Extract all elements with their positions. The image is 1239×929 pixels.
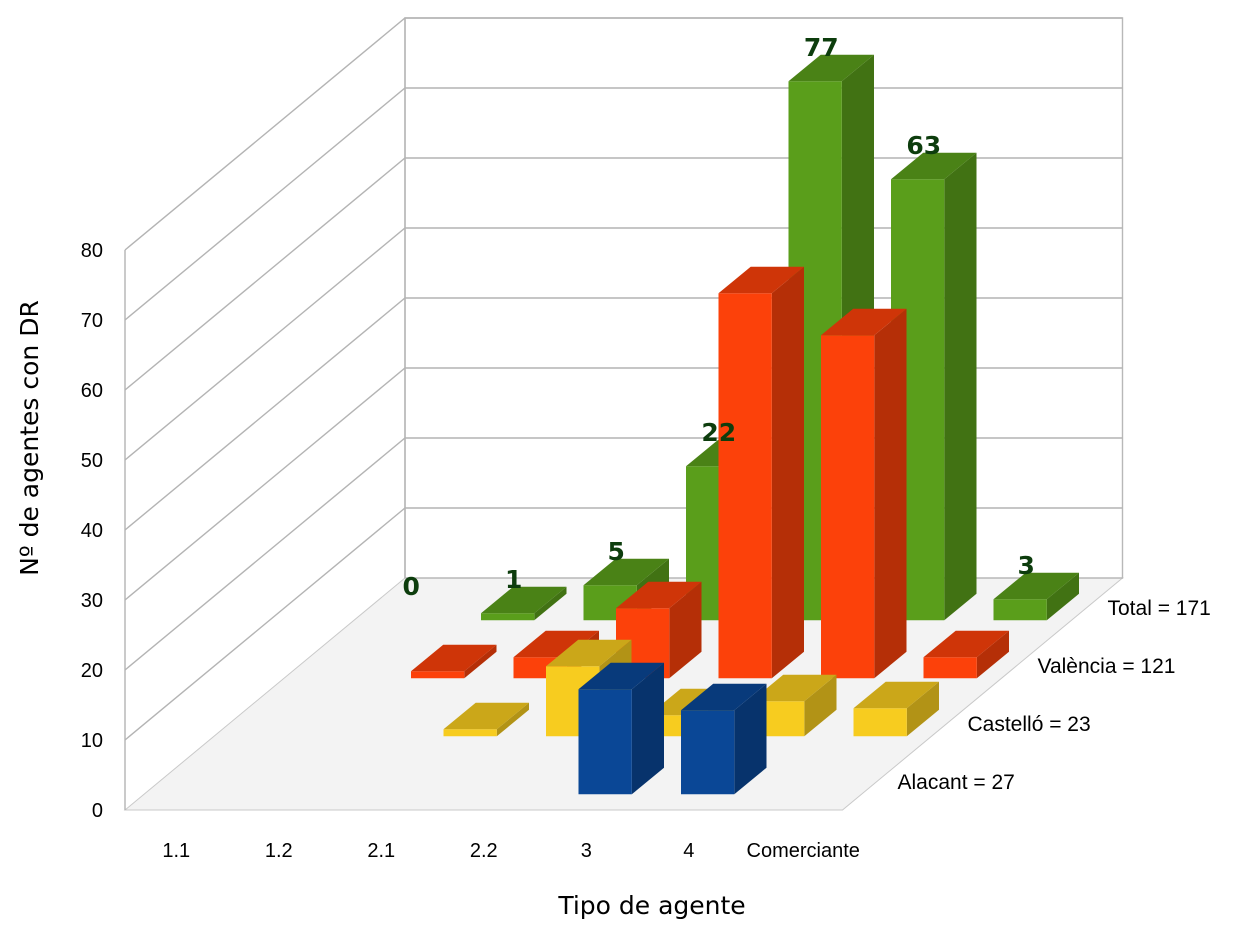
y-tick-label: 0 [92, 800, 103, 822]
data-label: 3 [1018, 551, 1035, 580]
y-tick-label: 60 [81, 380, 103, 402]
bar-side [669, 581, 702, 679]
bar [993, 572, 1079, 621]
x-axis-title: Tipo de agente [557, 891, 745, 920]
bar-front [853, 708, 907, 737]
x-tick-label: 1.2 [265, 840, 293, 862]
bar [718, 266, 804, 679]
bar-top [821, 308, 907, 336]
bar-front [411, 671, 465, 679]
bar-top [481, 586, 567, 614]
x-tick-label: 2.1 [367, 840, 395, 862]
bar-top [923, 630, 1009, 658]
bar-side [771, 266, 804, 679]
bar [411, 644, 497, 679]
bar-top [578, 662, 664, 690]
x-tick-label: 3 [581, 840, 592, 862]
bar-top [718, 266, 804, 294]
bar-front [481, 613, 535, 621]
bar-top [443, 702, 529, 730]
y-tick-label: 70 [81, 310, 103, 332]
bar [443, 702, 529, 737]
y-tick-label: 20 [81, 660, 103, 682]
bar-front [718, 293, 772, 679]
data-label: 1 [505, 565, 522, 594]
y-tick-label: 10 [81, 730, 103, 752]
bar-side [874, 308, 907, 679]
x-tick-label: Comerciante [747, 840, 860, 862]
bar-top [411, 644, 497, 672]
bar-side [534, 586, 567, 621]
bar-top [546, 639, 632, 667]
bar-top [616, 581, 702, 609]
bar-front [923, 657, 977, 679]
bar-side [734, 683, 767, 795]
bar-side [1046, 572, 1079, 621]
bar [923, 630, 1009, 679]
bar-top [751, 674, 837, 702]
y-tick-label: 80 [81, 240, 103, 262]
y-tick-label: 40 [81, 520, 103, 542]
x-tick-label: 2.2 [470, 840, 498, 862]
data-label: 0 [403, 572, 420, 601]
bar-top [513, 630, 599, 658]
series-label: Total = 171 [1108, 597, 1211, 620]
y-tick-label: 50 [81, 450, 103, 472]
bar-front [993, 599, 1047, 621]
bar-top [788, 54, 874, 82]
series-label: Alacant = 27 [898, 771, 1015, 794]
bar-front [443, 729, 497, 737]
bar [821, 308, 907, 679]
x-tick-label: 4 [683, 840, 694, 862]
bar-side [976, 630, 1009, 679]
chart-bars [411, 54, 1079, 795]
bar [891, 152, 977, 621]
bar-top [583, 558, 669, 586]
bar-side [464, 644, 497, 679]
bar-top [993, 572, 1079, 600]
bar-side [804, 674, 837, 737]
bar [481, 586, 567, 621]
bar-front [821, 335, 875, 679]
x-tick-label: 1.1 [162, 840, 190, 862]
bar-front [681, 710, 735, 795]
bar [681, 683, 767, 795]
data-label: 5 [608, 537, 625, 566]
bar-side [496, 702, 529, 737]
bar-top [681, 683, 767, 711]
data-label: 63 [906, 131, 941, 160]
y-tick-label: 30 [81, 590, 103, 612]
data-label: 22 [701, 418, 736, 447]
y-axis-title: Nº de agentes con DR [15, 300, 44, 576]
data-label: 77 [804, 33, 839, 62]
bar-side [944, 152, 977, 621]
series-label: Castelló = 23 [968, 713, 1091, 736]
bar [578, 662, 664, 795]
bar-top [891, 152, 977, 180]
bar-top [853, 681, 939, 709]
bar-side [631, 662, 664, 795]
series-label: València = 121 [1038, 655, 1176, 678]
bar-front [578, 689, 632, 795]
bar [853, 681, 939, 737]
bar-side [906, 681, 939, 737]
